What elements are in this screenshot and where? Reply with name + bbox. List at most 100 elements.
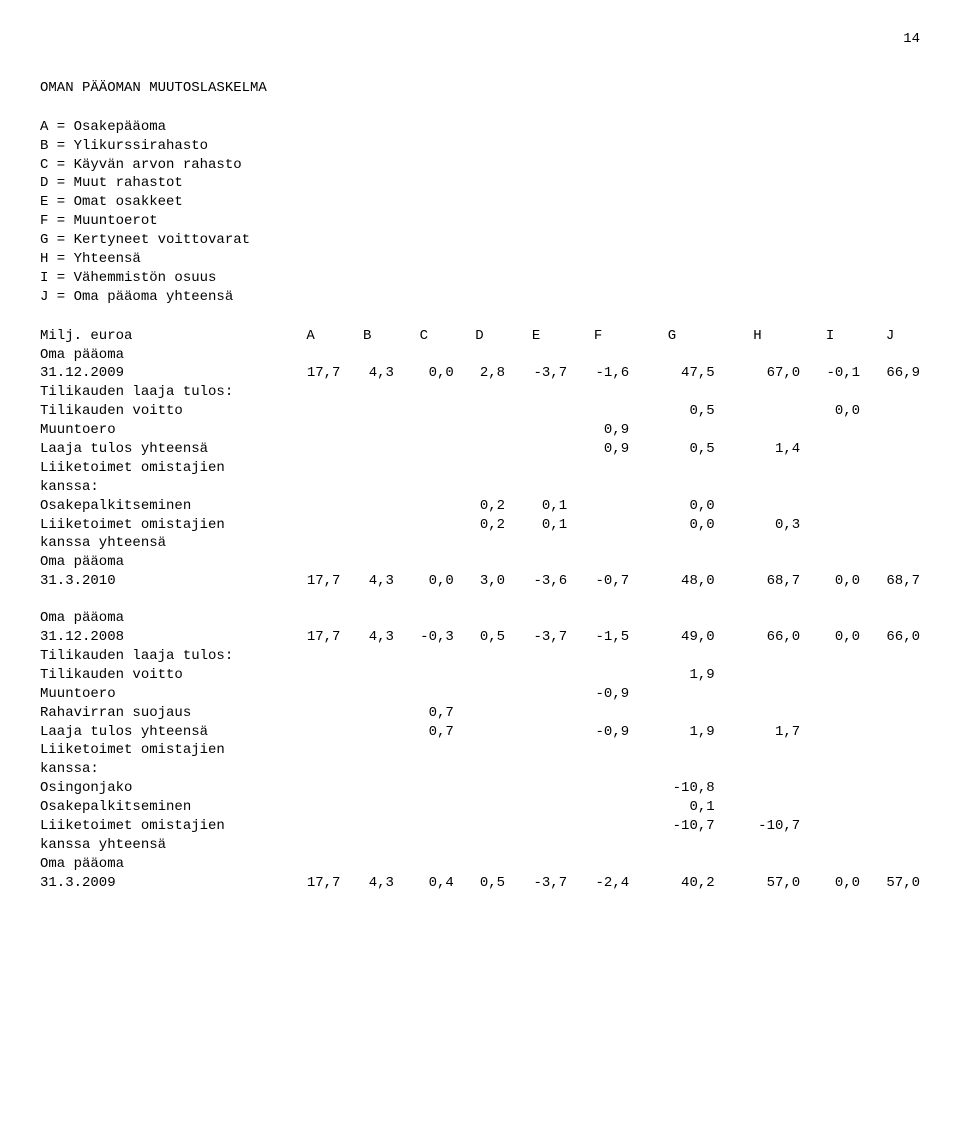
cell-value	[860, 798, 920, 817]
table-row: Tilikauden voitto0,50,0	[40, 402, 920, 421]
cell-value: 3,0	[454, 572, 505, 591]
cell-value: 1,7	[715, 723, 801, 742]
cell-value: -10,7	[715, 817, 801, 855]
cell-value	[281, 346, 341, 365]
cell-value: 0,5	[629, 402, 715, 421]
cell-value	[281, 741, 341, 779]
cell-value	[715, 647, 801, 666]
cell-value	[715, 346, 801, 365]
cell-value	[454, 647, 505, 666]
cell-value: 1,9	[629, 723, 715, 742]
row-label: 31.12.2009	[40, 364, 281, 383]
cell-value: 0,0	[800, 572, 860, 591]
col-header: A	[281, 327, 341, 346]
cell-value: 17,7	[281, 572, 341, 591]
cell-value	[715, 666, 801, 685]
cell-value: -3,7	[505, 364, 567, 383]
cell-value	[281, 666, 341, 685]
cell-value	[505, 685, 567, 704]
cell-value	[860, 666, 920, 685]
table-row: Liiketoimet omistajien kanssa yhteensä0,…	[40, 516, 920, 554]
cell-value: -0,1	[800, 364, 860, 383]
cell-value: 17,7	[281, 364, 341, 383]
cell-value	[394, 402, 454, 421]
cell-value: -0,9	[567, 685, 629, 704]
cell-value	[505, 459, 567, 497]
cell-value	[715, 402, 801, 421]
cell-value	[454, 666, 505, 685]
cell-value	[281, 383, 341, 402]
cell-value	[340, 779, 393, 798]
table-row: 31.3.201017,74,30,03,0-3,6-0,748,068,70,…	[40, 572, 920, 591]
cell-value	[454, 553, 505, 572]
cell-value	[454, 685, 505, 704]
cell-value	[800, 497, 860, 516]
cell-value: -0,7	[567, 572, 629, 591]
cell-value	[629, 704, 715, 723]
table-row: Oma pääoma	[40, 855, 920, 874]
cell-value	[567, 497, 629, 516]
cell-value: 68,7	[860, 572, 920, 591]
cell-value	[340, 798, 393, 817]
page-number: 14	[40, 30, 920, 49]
cell-value	[340, 440, 393, 459]
equity-changes-table: Milj. euroaABCDEFGHIJOma pääoma31.12.200…	[40, 327, 920, 893]
cell-value	[454, 723, 505, 742]
cell-value: -10,8	[629, 779, 715, 798]
cell-value: 0,4	[394, 874, 454, 893]
table-row: Tilikauden laaja tulos:	[40, 647, 920, 666]
legend-item: A = Osakepääoma	[40, 118, 920, 137]
cell-value	[567, 704, 629, 723]
table-row: Oma pääoma	[40, 609, 920, 628]
legend-item: E = Omat osakkeet	[40, 193, 920, 212]
cell-value	[567, 459, 629, 497]
row-label: Oma pääoma	[40, 609, 281, 628]
document-title: OMAN PÄÄOMAN MUUTOSLASKELMA	[40, 79, 920, 98]
cell-value	[860, 553, 920, 572]
cell-value: 1,9	[629, 666, 715, 685]
table-row: Liiketoimet omistajien kanssa:	[40, 741, 920, 779]
cell-value	[715, 497, 801, 516]
row-label: Rahavirran suojaus	[40, 704, 281, 723]
cell-value	[340, 516, 393, 554]
cell-value	[800, 741, 860, 779]
cell-value	[340, 402, 393, 421]
cell-value	[281, 685, 341, 704]
cell-value	[281, 798, 341, 817]
legend-item: G = Kertyneet voittovarat	[40, 231, 920, 250]
cell-value	[629, 553, 715, 572]
cell-value: 4,3	[340, 628, 393, 647]
legend-item: D = Muut rahastot	[40, 174, 920, 193]
cell-value	[505, 647, 567, 666]
col-header: G	[629, 327, 715, 346]
cell-value	[715, 779, 801, 798]
legend-item: B = Ylikurssirahasto	[40, 137, 920, 156]
cell-value: 1,4	[715, 440, 801, 459]
cell-value	[567, 402, 629, 421]
table-row: Oma pääoma	[40, 553, 920, 572]
cell-value	[505, 609, 567, 628]
cell-value	[860, 741, 920, 779]
cell-value: 66,9	[860, 364, 920, 383]
table-row: Laaja tulos yhteensä0,7-0,91,91,7	[40, 723, 920, 742]
row-label: Tilikauden voitto	[40, 402, 281, 421]
row-label: Oma pääoma	[40, 855, 281, 874]
cell-value	[567, 798, 629, 817]
cell-value: 17,7	[281, 874, 341, 893]
cell-value: 0,9	[567, 440, 629, 459]
col-header: H	[715, 327, 801, 346]
cell-value	[505, 704, 567, 723]
cell-value: 47,5	[629, 364, 715, 383]
cell-value	[800, 346, 860, 365]
cell-value	[340, 685, 393, 704]
cell-value	[860, 402, 920, 421]
cell-value: -1,6	[567, 364, 629, 383]
legend-item: C = Käyvän arvon rahasto	[40, 156, 920, 175]
table-row: Tilikauden voitto1,9	[40, 666, 920, 685]
cell-value	[454, 798, 505, 817]
table-row: Osakepalkitseminen0,1	[40, 798, 920, 817]
cell-value	[860, 497, 920, 516]
cell-value	[340, 346, 393, 365]
cell-value	[454, 421, 505, 440]
cell-value	[340, 553, 393, 572]
